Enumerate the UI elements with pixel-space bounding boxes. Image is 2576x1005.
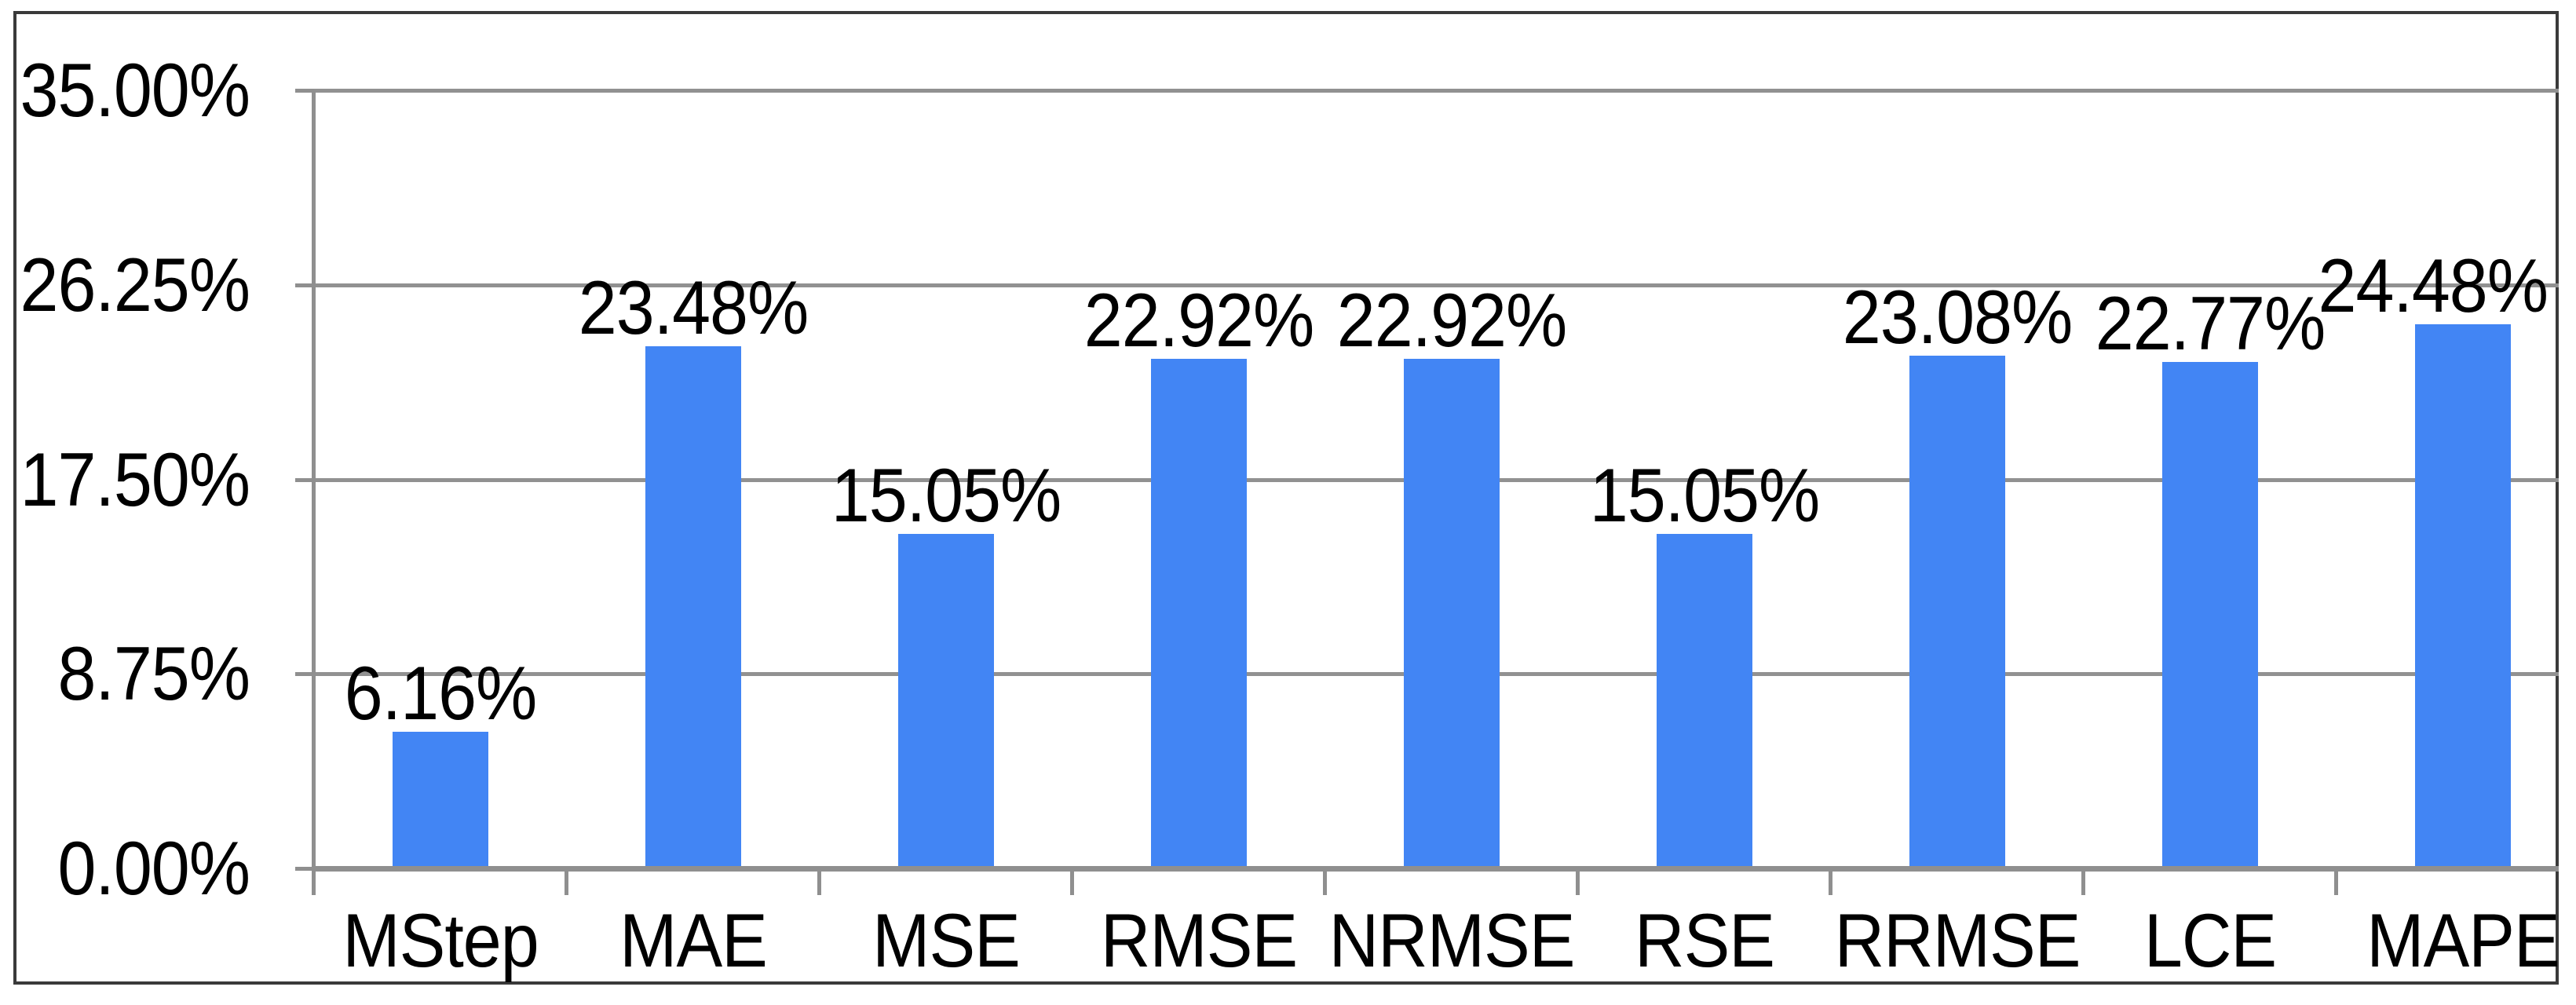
y-axis-tick-label: 35.00% xyxy=(20,46,250,133)
bar-value-label: 23.48% xyxy=(578,265,809,350)
y-axis-line xyxy=(312,90,316,895)
x-axis-tick xyxy=(565,868,568,895)
bar-value-label: 22.92% xyxy=(1083,277,1314,363)
bar-value-label: 22.77% xyxy=(2095,280,2326,366)
bar xyxy=(393,732,488,868)
x-axis-category-label: RSE xyxy=(1635,897,1775,983)
gridline xyxy=(314,283,2559,287)
x-axis-tick xyxy=(1070,868,1074,895)
y-axis-tick xyxy=(295,672,314,676)
bar xyxy=(1909,356,2005,868)
bar-value-label: 22.92% xyxy=(1336,277,1567,363)
bar xyxy=(1404,359,1500,868)
chart-border xyxy=(13,11,2559,985)
x-axis-category-label: NRMSE xyxy=(1328,897,1576,983)
x-axis-baseline xyxy=(314,866,2559,872)
bar xyxy=(898,534,994,868)
bar-value-label: 24.48% xyxy=(2318,243,2549,328)
x-axis-category-label: LCE xyxy=(2143,897,2277,983)
y-axis-tick xyxy=(295,89,314,93)
bar xyxy=(645,346,741,868)
bar-value-label: 23.08% xyxy=(1842,274,2073,360)
gridline xyxy=(314,89,2559,93)
y-axis-tick xyxy=(295,867,314,871)
x-axis-tick xyxy=(2081,868,2085,895)
y-axis-tick xyxy=(295,283,314,287)
y-axis-tick-label: 26.25% xyxy=(20,242,250,327)
bar-value-label: 15.05% xyxy=(831,452,1061,538)
x-axis-tick xyxy=(1323,868,1327,895)
bar xyxy=(1151,359,1247,868)
x-axis-tick xyxy=(1576,868,1580,895)
y-axis-tick xyxy=(295,478,314,482)
bar xyxy=(1657,534,1752,868)
x-axis-category-label: MAE xyxy=(619,897,768,983)
bar xyxy=(2415,324,2511,868)
x-axis-tick xyxy=(2334,868,2338,895)
x-axis-category-label: MAPE xyxy=(2366,897,2560,983)
y-axis-tick-label: 8.75% xyxy=(57,630,250,716)
x-axis-category-label: RMSE xyxy=(1100,897,1298,983)
y-axis-tick-label: 0.00% xyxy=(57,825,250,911)
x-axis-category-label: MSE xyxy=(872,897,1021,983)
y-axis-tick-label: 17.50% xyxy=(20,437,250,522)
x-axis-tick xyxy=(817,868,821,895)
x-axis-category-label: RRMSE xyxy=(1834,897,2081,983)
x-axis-tick xyxy=(312,868,316,895)
x-axis-category-label: MStep xyxy=(342,897,539,983)
bar-value-label: 15.05% xyxy=(1589,452,1820,538)
bar xyxy=(2162,362,2258,868)
x-axis-tick xyxy=(1829,868,1832,895)
bar-value-label: 6.16% xyxy=(344,650,538,736)
